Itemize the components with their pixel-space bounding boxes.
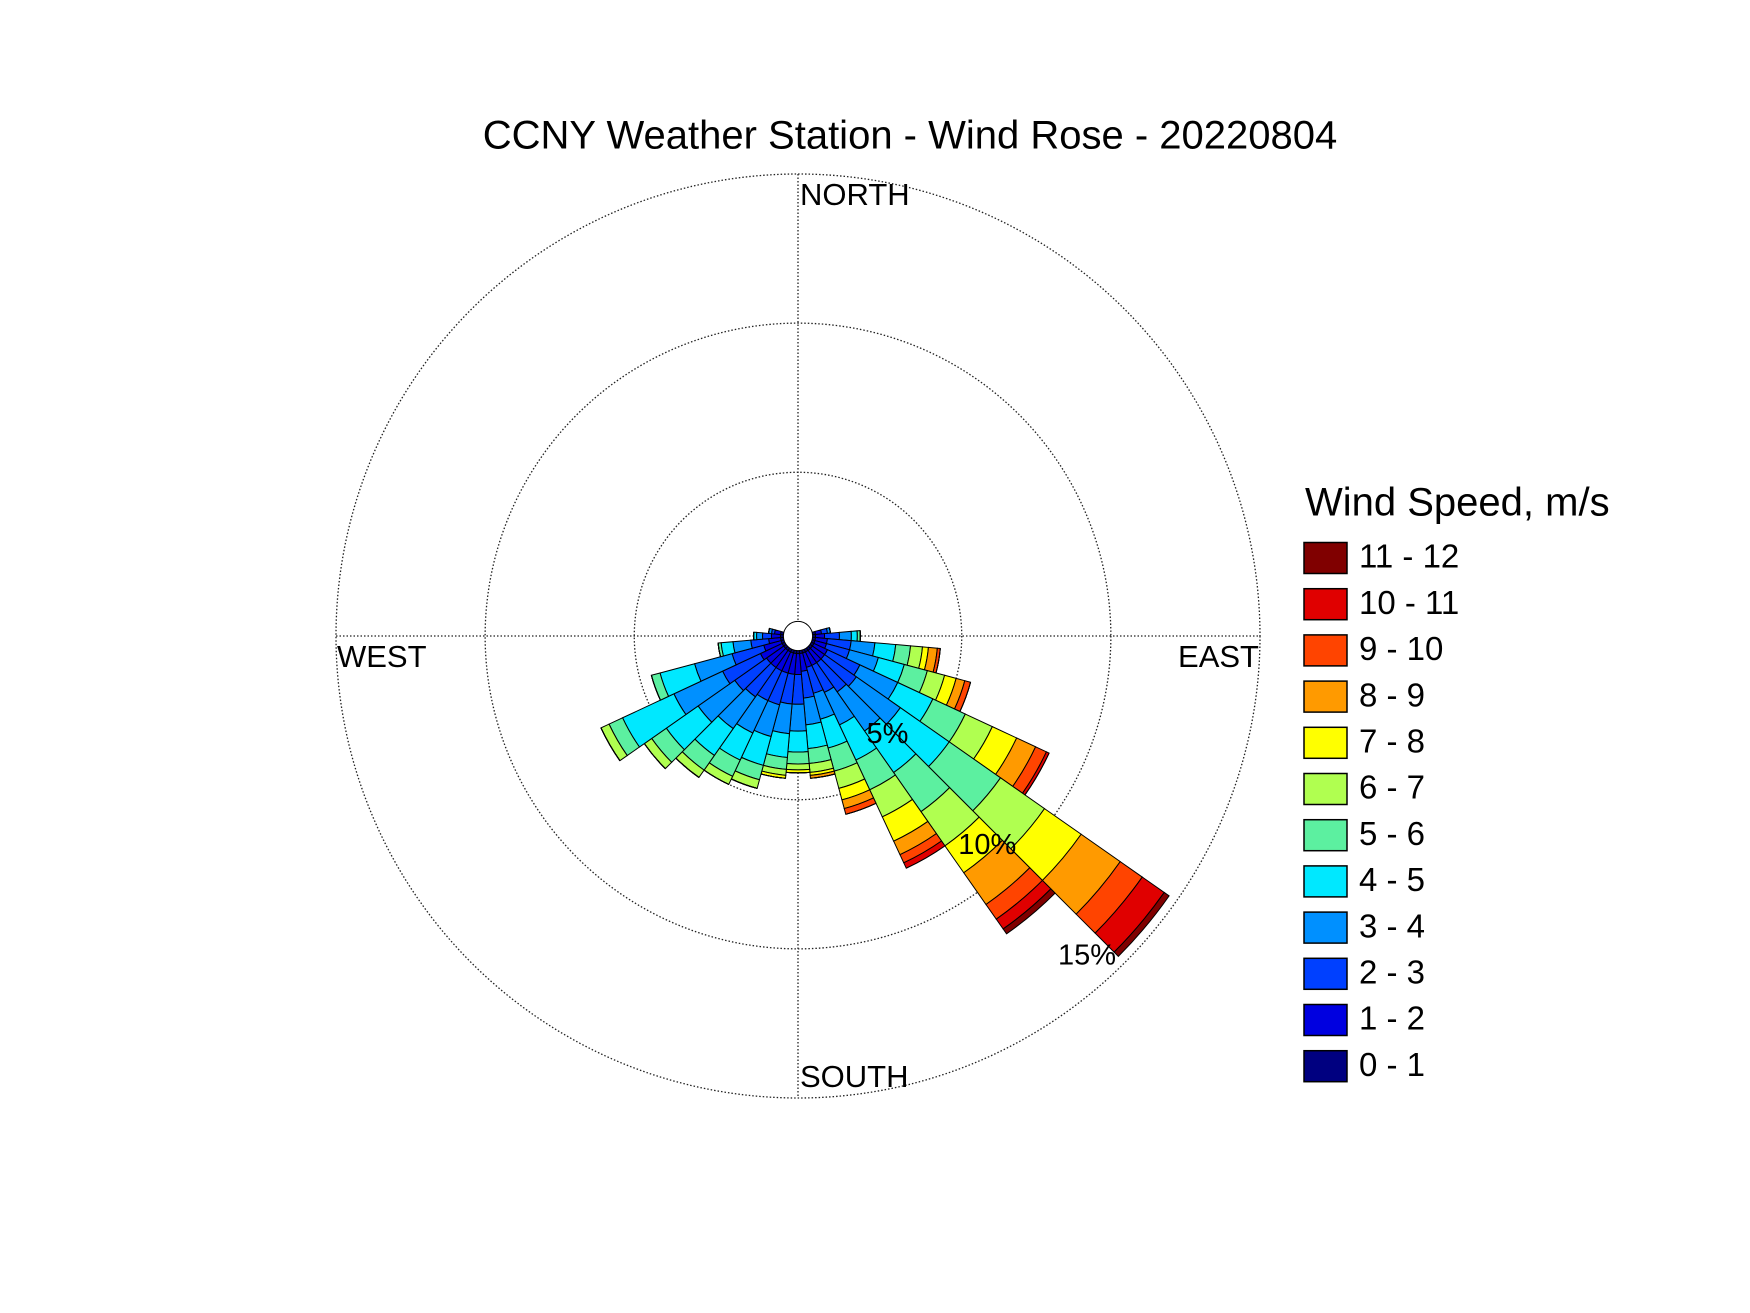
- wedge: [906, 845, 946, 869]
- wedge: [786, 751, 810, 765]
- legend-label: 6 - 7: [1359, 769, 1425, 806]
- legend-swatch: [1303, 541, 1348, 575]
- direction-label: SOUTH: [800, 1059, 909, 1094]
- wedge: [785, 762, 811, 771]
- wedge: [1113, 891, 1170, 958]
- legend-swatch: [1303, 1003, 1348, 1037]
- grid-circle: [335, 173, 1261, 1099]
- legend-label: 11 - 12: [1359, 538, 1459, 575]
- wedge: [787, 730, 809, 753]
- legend-swatch: [1303, 865, 1348, 898]
- legend-swatch: [1303, 587, 1348, 621]
- wedge: [1002, 888, 1056, 935]
- legend-title: Wind Speed, m/s: [1305, 481, 1610, 525]
- legend-label: 1 - 2: [1359, 1000, 1425, 1037]
- legend-swatch: [1303, 818, 1348, 852]
- wedge: [756, 631, 764, 641]
- legend-label: 8 - 9: [1359, 676, 1425, 713]
- legend-label: 4 - 5: [1359, 861, 1425, 898]
- wedge: [845, 802, 877, 815]
- legend-swatch: [1303, 911, 1348, 944]
- grid-circle: [633, 471, 963, 801]
- wedges: [600, 620, 1170, 958]
- legend-swatch: [1303, 680, 1348, 713]
- legend-swatch: [1303, 772, 1348, 806]
- legend-label: 5 - 6: [1359, 815, 1425, 852]
- r-tick-label: 15%: [1058, 940, 1116, 972]
- legend-label: 9 - 10: [1359, 630, 1443, 667]
- direction-label: NORTH: [800, 177, 910, 212]
- chart-title: CCNY Weather Station - Wind Rose - 20220…: [483, 114, 1338, 158]
- legend: 0 - 1 1 - 2 2 - 3 3 - 4 4 - 5 5 - 6 6 - 7 7 - 8…: [1303, 538, 1459, 1083]
- legend-label: 3 - 4: [1359, 907, 1425, 944]
- direction-label: EAST: [1178, 639, 1259, 674]
- grid-circle: [484, 322, 1112, 950]
- r-tick-label: 10%: [958, 829, 1016, 861]
- legend-label: 2 - 3: [1359, 954, 1425, 991]
- center-hole: [782, 620, 814, 652]
- r-tick-label: 5%: [867, 718, 909, 750]
- legend-label: 7 - 8: [1359, 723, 1425, 760]
- wedge: [850, 630, 858, 642]
- wedge: [810, 773, 836, 779]
- legend-swatch: [1303, 1049, 1348, 1083]
- wedge: [786, 771, 810, 774]
- legend-swatch: [1303, 726, 1348, 760]
- legend-swatch: [1303, 957, 1348, 991]
- labels: CCNY Weather Station - Wind Rose - 20220…: [337, 114, 1610, 1095]
- wedge: [717, 642, 721, 657]
- legend-label: 0 - 1: [1359, 1046, 1425, 1083]
- wedge: [838, 630, 852, 642]
- legend-label: 10 - 11: [1359, 584, 1459, 621]
- legend-swatch: [1303, 634, 1348, 667]
- wedge: [789, 703, 807, 732]
- direction-label: WEST: [337, 639, 427, 674]
